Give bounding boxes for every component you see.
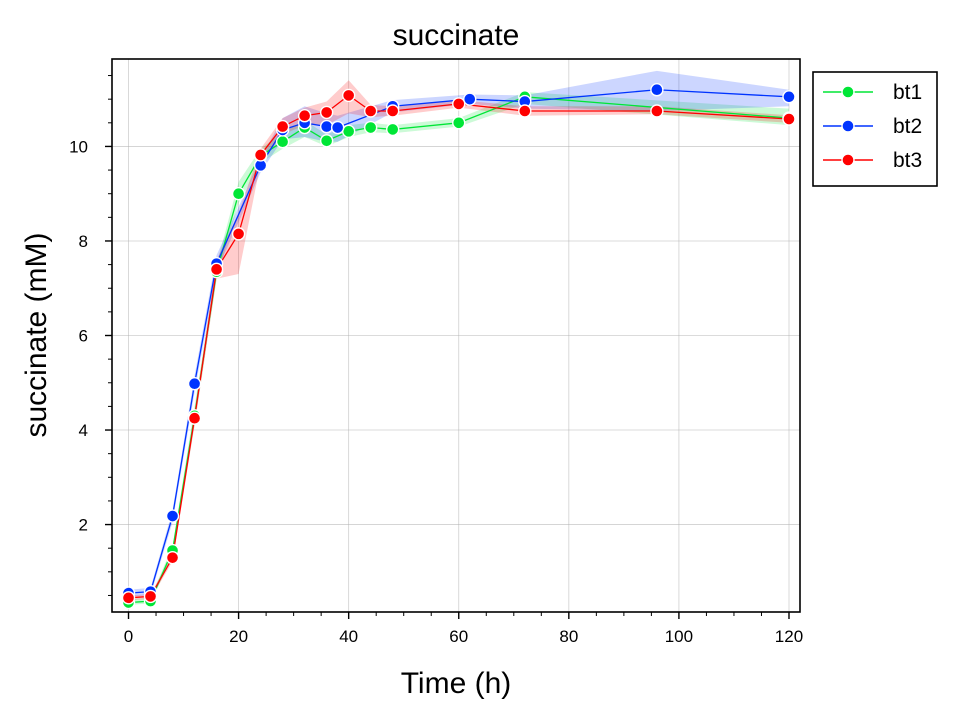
data-point-bt2 (165, 509, 180, 523)
y-axis-label: succinate (mM) (20, 232, 53, 437)
data-point-bt2 (330, 120, 345, 135)
x-axis-label: Time (h) (401, 667, 512, 700)
data-point-bt1 (231, 187, 246, 201)
y-tick-label: 8 (79, 232, 88, 251)
data-point-bt1 (319, 134, 334, 148)
chart-title: succinate (393, 19, 520, 52)
legend-label-bt3: bt3 (893, 149, 922, 172)
legend-marker-bt1 (841, 85, 855, 99)
data-point-bt1 (452, 116, 466, 130)
data-point-bt2 (782, 90, 796, 104)
y-tick-label: 6 (79, 327, 88, 346)
data-point-bt2 (650, 83, 664, 97)
y-tick-label: 2 (79, 516, 88, 535)
x-tick-label: 80 (559, 627, 578, 646)
data-point-bt3 (187, 411, 202, 425)
data-point-bt3 (782, 112, 796, 126)
x-tick-label: 120 (775, 627, 803, 646)
axis-ticks: 0 20 40 60 80 100 120 2 4 6 8 10 (69, 75, 803, 646)
data-point-bt3 (518, 104, 532, 118)
x-tick-label: 0 (124, 627, 133, 646)
x-tick-label: 100 (665, 627, 693, 646)
data-point-bt3 (121, 591, 136, 605)
data-point-bt3 (165, 550, 180, 565)
data-point-bt3 (341, 88, 356, 103)
data-point-bt3 (386, 104, 400, 118)
data-point-bt1 (341, 124, 356, 139)
legend-label-bt2: bt2 (893, 115, 922, 138)
data-point-bt3 (253, 148, 268, 162)
data-point-bt3 (275, 119, 290, 134)
data-point-bt2 (319, 119, 334, 134)
data-point-bt3 (209, 262, 224, 277)
data-point-bt1 (363, 120, 378, 135)
y-tick-label: 4 (79, 421, 88, 440)
data-point-bt3 (319, 105, 334, 120)
series-points (121, 83, 796, 610)
data-point-bt3 (231, 227, 246, 241)
legend: bt1 bt2 bt3 (812, 71, 938, 187)
data-point-bt1 (386, 122, 400, 137)
data-point-bt3 (452, 97, 466, 111)
data-point-bt3 (650, 104, 664, 118)
data-point-bt1 (275, 135, 290, 149)
x-tick-label: 20 (229, 627, 248, 646)
x-tick-label: 60 (449, 627, 468, 646)
legend-marker-bt3 (841, 153, 855, 167)
x-tick-label: 40 (339, 627, 358, 646)
data-point-bt3 (297, 109, 312, 123)
series-line-bt1 (128, 96, 790, 604)
y-tick-label: 10 (69, 137, 88, 156)
legend-label-bt1: bt1 (893, 81, 922, 104)
legend-frame (812, 71, 938, 187)
data-point-bt2 (463, 92, 477, 106)
grid (112, 59, 800, 612)
data-point-bt3 (143, 589, 158, 604)
data-point-bt2 (187, 377, 202, 391)
data-point-bt3 (363, 104, 378, 118)
legend-marker-bt2 (841, 119, 855, 133)
